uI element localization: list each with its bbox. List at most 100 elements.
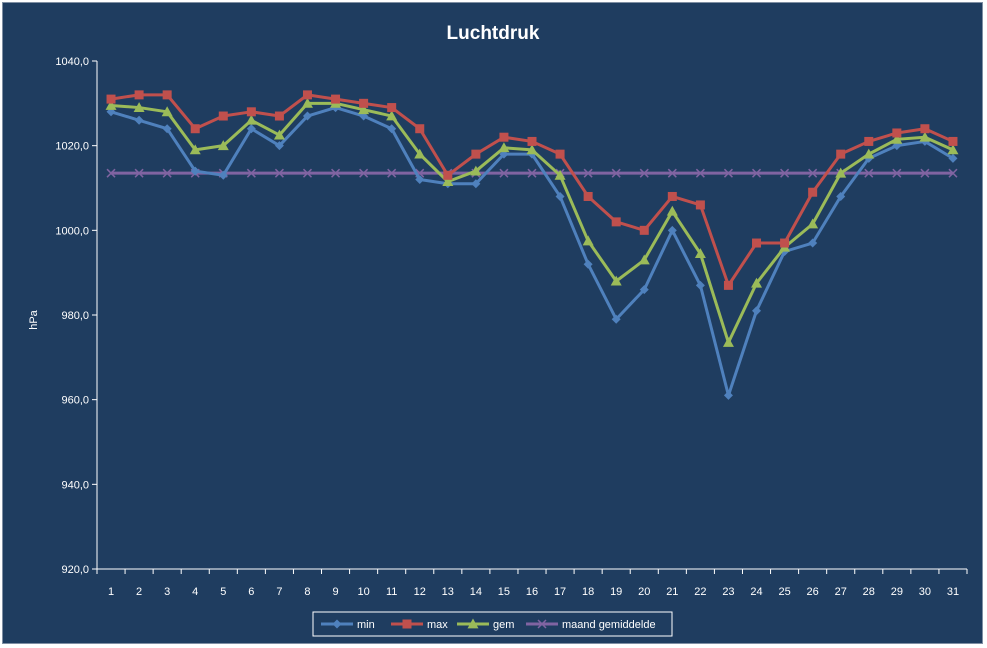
x-tick-label: 1: [108, 586, 114, 598]
data-point-maand-gemiddelde-stroke: [583, 168, 593, 178]
x-tick-label: 7: [276, 586, 282, 598]
data-point-gem: [751, 277, 763, 288]
legend-label-maand-gemiddelde: maand gemiddelde: [562, 619, 656, 631]
x-tick-label: 21: [666, 586, 678, 598]
data-point-gem: [835, 167, 847, 178]
data-point-min: [752, 306, 762, 316]
data-point-gem: [919, 131, 931, 142]
data-point-maand-gemiddelde: [387, 168, 397, 178]
x-tick-label: 15: [498, 586, 510, 598]
data-point-maand-gemiddelde-stroke: [948, 168, 958, 178]
data-point-min: [667, 225, 677, 235]
x-tick-label: 18: [582, 586, 594, 598]
data-point-max: [639, 225, 649, 235]
data-point-min: [836, 191, 846, 201]
data-point-gem: [133, 102, 145, 112]
data-point-maand-gemiddelde: [892, 168, 902, 178]
data-point-min: [302, 111, 312, 121]
data-point-max: [499, 132, 509, 142]
data-point-maand-gemiddelde: [162, 168, 172, 178]
data-point-gem: [498, 142, 510, 153]
x-tick-label: 12: [414, 586, 426, 598]
data-point-max: [471, 149, 481, 159]
data-point-maand-gemiddelde-stroke: [302, 168, 313, 178]
data-point-min: [218, 170, 228, 180]
data-point-gem: [694, 248, 706, 259]
data-point-gem: [582, 235, 594, 246]
data-point-min: [162, 124, 172, 134]
data-point-maand-gemiddelde-stroke: [864, 168, 874, 178]
data-point-maand-gemiddelde: [864, 168, 874, 178]
x-tick-label: 22: [694, 586, 706, 598]
data-point-max: [920, 124, 930, 134]
data-point-max: [162, 90, 172, 100]
data-point-min: [387, 124, 397, 134]
data-point-gem: [414, 148, 426, 159]
x-tick-label: 11: [386, 586, 397, 598]
data-point-maand-gemiddelde: [527, 168, 537, 178]
data-point-gem: [273, 129, 285, 140]
data-point-maand-gemiddelde-stroke: [920, 168, 930, 178]
data-point-maand-gemiddelde-stroke: [134, 168, 144, 178]
data-point-min: [723, 390, 733, 400]
data-point-maand-gemiddelde-stroke: [892, 168, 902, 178]
data-point-gem: [217, 140, 229, 151]
series-gem: [105, 97, 959, 347]
data-point-gem: [947, 144, 959, 155]
legend-label-min: min: [357, 619, 375, 631]
data-point-gem: [161, 106, 173, 117]
x-tick-label: 24: [750, 586, 762, 598]
data-point-maand-gemiddelde-stroke: [667, 168, 677, 178]
data-point-gem: [442, 176, 454, 187]
legend-item-gem: gem: [457, 618, 514, 631]
data-point-maand-gemiddelde-stroke: [387, 168, 397, 178]
data-point-min: [246, 124, 256, 134]
series-line-max: [110, 93, 954, 287]
data-point-maand-gemiddelde-stroke: [639, 168, 649, 178]
legend-marker-min: [332, 619, 342, 629]
y-tick-label: 960,0: [61, 395, 89, 407]
data-point-maand-gemiddelde: [751, 168, 762, 178]
x-tick-label: 10: [357, 586, 369, 598]
data-point-max: [331, 94, 341, 104]
data-point-maand-gemiddelde-stroke: [162, 168, 172, 178]
data-point-gem: [386, 110, 398, 121]
y-axis-label: hPa: [28, 309, 40, 329]
x-tick-label: 31: [947, 586, 959, 598]
data-point-max: [274, 111, 284, 121]
data-point-min: [471, 179, 481, 189]
data-point-gem: [189, 144, 201, 155]
data-point-max: [667, 191, 677, 201]
data-point-max: [302, 90, 312, 100]
data-point-min: [134, 115, 144, 125]
x-tick-label: 23: [722, 586, 734, 598]
x-tick-label: 27: [835, 586, 847, 598]
y-tick-label: 1040,0: [55, 56, 89, 68]
data-point-gem: [666, 205, 678, 216]
legend-item-max: max: [391, 619, 448, 631]
data-point-maand-gemiddelde-stroke: [246, 168, 256, 178]
data-point-min: [555, 191, 565, 201]
data-point-maand-gemiddelde: [920, 168, 930, 178]
data-point-maand-gemiddelde-stroke: [751, 168, 762, 178]
data-point-gem: [863, 148, 875, 159]
data-point-gem: [245, 114, 257, 125]
data-point-max: [723, 280, 733, 290]
data-point-gem: [891, 133, 903, 144]
data-point-min: [695, 280, 705, 290]
legend-item-min: min: [321, 619, 375, 631]
legend-marker-maand-gemiddelde-stroke: [537, 619, 547, 629]
x-tick-label: 30: [919, 586, 931, 598]
data-point-max: [218, 111, 228, 121]
data-point-min: [639, 285, 649, 295]
data-point-min: [190, 166, 200, 176]
y-tick-label: 980,0: [61, 310, 89, 322]
data-point-max: [443, 170, 453, 180]
data-point-max: [387, 103, 397, 113]
data-point-max: [892, 128, 902, 138]
data-point-max: [948, 136, 958, 146]
data-point-max: [106, 94, 116, 104]
data-point-maand-gemiddelde: [302, 168, 313, 178]
data-point-min: [583, 259, 593, 269]
